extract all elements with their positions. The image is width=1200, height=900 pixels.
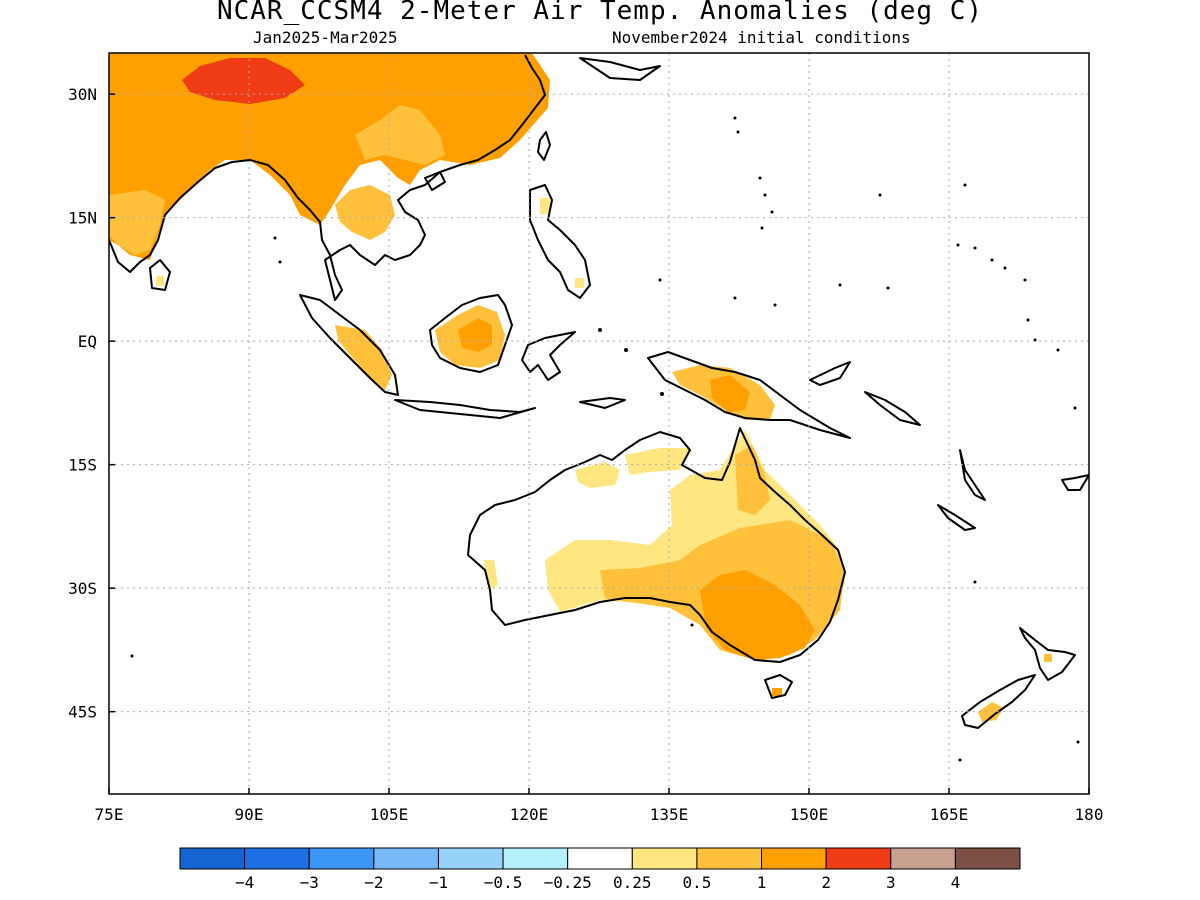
colorbar-label: 0.5 [682, 873, 711, 892]
coast-taiwan [537, 131, 551, 161]
colorbar-swatch [244, 847, 310, 870]
colorbar-swatch [761, 847, 827, 870]
anomaly-region-philippines [540, 198, 550, 214]
lat-tick-label: 15N [68, 209, 97, 228]
colorbar-swatch [179, 847, 246, 870]
lat-tick-label: 30S [68, 579, 97, 598]
coast-newguinea [647, 351, 851, 439]
islands [130, 116, 1080, 762]
anomaly-region-nz-north [1044, 654, 1052, 662]
colorbar-swatch [696, 847, 763, 870]
map-frame [108, 52, 1090, 795]
colorbar-label: 4 [951, 873, 961, 892]
map-title: NCAR_CCSM4 2-Meter Air Temp. Anomalies (… [216, 0, 984, 26]
colorbar-label: 1 [757, 873, 767, 892]
anomaly-region-tibet [182, 58, 305, 104]
colorbar-swatch [567, 847, 633, 870]
anomaly-region-australia-se [700, 570, 815, 660]
lat-tick-label: 15S [68, 456, 97, 475]
colorbar-swatch [954, 847, 1021, 870]
coast-sulawesi [521, 331, 576, 381]
coast-newbritain [809, 361, 851, 386]
anomaly-region-australia-north [625, 448, 690, 475]
colorbar-label: −3 [300, 873, 319, 892]
longitude-axis: 75E 90E 105E 120E 135E 150E 165E 180 [95, 788, 1104, 824]
anomaly-region-borneo-core [458, 318, 492, 352]
colorbar-swatch [825, 847, 892, 870]
lat-tick-label: 45S [68, 703, 97, 722]
anomaly-region-tasmania [772, 688, 782, 696]
anomaly-region-india-south [109, 190, 165, 255]
coast-japan [579, 57, 661, 81]
anomaly-region-indochina [335, 185, 395, 240]
colorbar: −4 −3 −2 −1 −0.5 −0.25 0.25 0.5 1 2 3 4 [179, 847, 1021, 892]
coast-asia [109, 54, 546, 301]
lon-tick-label: 180 [1075, 805, 1104, 824]
colorbar-swatch [890, 847, 956, 870]
colorbar-swatch [437, 847, 504, 870]
initial-conditions: November2024 initial conditions [612, 28, 911, 47]
coastlines [109, 54, 1089, 729]
lon-tick-label: 135E [650, 805, 689, 824]
graticule [109, 53, 1089, 794]
coast-srilanka [149, 259, 171, 291]
coast-sumatra [299, 294, 399, 396]
lon-tick-label: 105E [370, 805, 409, 824]
coast-java [394, 399, 536, 419]
lon-tick-label: 90E [235, 805, 264, 824]
coast-nz-south [961, 674, 1036, 729]
anomaly-region-asia [109, 53, 550, 260]
coast-vanuatu [959, 449, 986, 501]
colorbar-label: −1 [429, 873, 448, 892]
coast-tasmania [764, 674, 793, 699]
latitude-axis: 30N 15N EQ 15S 30S 45S [68, 85, 115, 722]
anomaly-region-southchina [355, 105, 445, 165]
coast-fiji [1061, 474, 1089, 491]
anomaly-region-srilanka [156, 276, 164, 286]
colorbar-label: 0.25 [613, 873, 652, 892]
lon-tick-label: 120E [510, 805, 549, 824]
anomaly-region-mindanao [575, 278, 584, 288]
lon-tick-label: 75E [95, 805, 124, 824]
colorbar-swatch [308, 847, 375, 870]
lon-tick-label: 165E [930, 805, 969, 824]
colorbar-label: 3 [886, 873, 896, 892]
lon-tick-label: 150E [790, 805, 829, 824]
colorbar-label: −2 [364, 873, 383, 892]
colorbar-label: −0.25 [544, 873, 592, 892]
coast-nz-north [1019, 627, 1076, 681]
coast-borneo [429, 294, 513, 373]
anomaly-region-kimberley [575, 462, 620, 488]
lat-tick-label: EQ [78, 332, 97, 351]
forecast-period: Jan2025-Mar2025 [253, 28, 398, 47]
anomaly-region-newguinea-core [710, 375, 750, 412]
anomaly-shading [109, 53, 1052, 722]
coast-newcaledonia [937, 504, 976, 531]
coast-solomons [864, 391, 921, 426]
anomaly-region-queensland [735, 445, 770, 515]
coast-philippines [529, 184, 591, 299]
colorbar-swatch [373, 847, 439, 870]
coast-hainan [424, 171, 446, 191]
lat-tick-label: 30N [68, 85, 97, 104]
colorbar-swatch [631, 847, 698, 870]
colorbar-swatch [502, 847, 569, 870]
colorbar-label: −0.5 [484, 873, 523, 892]
colorbar-label: 2 [821, 873, 831, 892]
coast-australia [467, 427, 846, 663]
colorbar-label: −4 [235, 873, 254, 892]
coast-timor [579, 397, 626, 409]
